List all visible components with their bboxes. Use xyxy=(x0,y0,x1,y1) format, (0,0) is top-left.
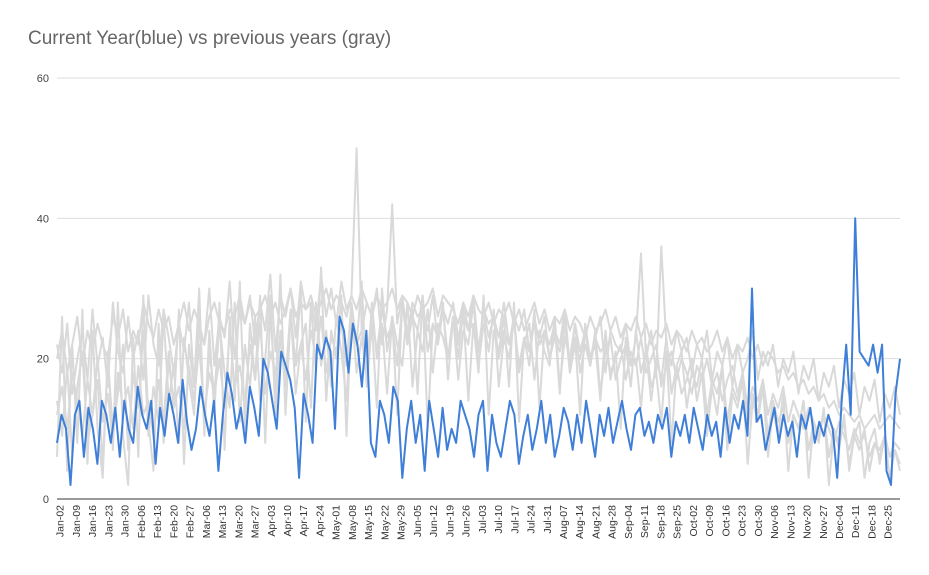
x-tick-label: Jul-17 xyxy=(509,505,521,534)
x-tick-label: Aug-07 xyxy=(558,505,570,539)
x-tick-label: Nov-27 xyxy=(818,505,830,539)
x-tick-label: Dec-11 xyxy=(850,505,862,538)
previous-year-line-3 xyxy=(56,266,901,486)
x-tick-label: Jan-02 xyxy=(55,505,67,537)
x-tick-label: Oct-30 xyxy=(753,505,765,537)
x-tick-label: Nov-20 xyxy=(801,505,813,539)
x-tick-label: Jan-23 xyxy=(103,505,115,537)
x-tick-label: Apr-03 xyxy=(266,505,278,537)
x-tick-label: Aug-21 xyxy=(590,505,602,539)
x-tick-label: Oct-02 xyxy=(688,505,700,537)
x-tick-label: Feb-13 xyxy=(152,505,164,538)
x-tick-label: Mar-13 xyxy=(217,505,229,538)
x-tick-label: Feb-06 xyxy=(136,505,148,538)
x-tick-label: Jan-16 xyxy=(87,505,99,537)
x-tick-label: Aug-14 xyxy=(574,505,586,539)
x-tick-label: Aug-28 xyxy=(607,505,619,539)
x-tick-label: Jul-31 xyxy=(542,505,554,534)
x-tick-label: Dec-04 xyxy=(834,505,846,539)
x-tick-label: Mar-27 xyxy=(249,505,261,538)
x-tick-label: Oct-09 xyxy=(704,505,716,537)
previous-year-line-5 xyxy=(56,147,901,423)
y-tick-label: 40 xyxy=(37,213,49,225)
x-tick-label: May-08 xyxy=(347,505,359,540)
x-tick-label: Mar-20 xyxy=(233,505,245,538)
current-year-line xyxy=(56,217,901,486)
x-tick-label: Apr-24 xyxy=(314,505,326,537)
y-tick-label: 20 xyxy=(37,354,49,366)
x-tick-label: Jun-26 xyxy=(461,505,473,537)
x-tick-label: Jan-09 xyxy=(71,505,83,537)
x-tick-label: May-22 xyxy=(379,505,391,540)
chart-title: Current Year(blue) vs previous years (gr… xyxy=(28,28,392,49)
x-tick-label: Jun-12 xyxy=(428,505,440,537)
x-tick-label: Sep-18 xyxy=(655,505,667,539)
x-tick-label: Dec-18 xyxy=(866,505,878,539)
x-tick-label: May-15 xyxy=(363,505,375,540)
x-tick-label: Oct-16 xyxy=(720,505,732,537)
x-tick-label: Jul-10 xyxy=(493,505,505,534)
x-tick-label: Sep-25 xyxy=(672,505,684,539)
x-tick-label: Feb-27 xyxy=(185,505,197,538)
y-tick-label: 0 xyxy=(43,494,49,506)
y-tick-label: 60 xyxy=(37,73,49,85)
x-tick-label: Jan-30 xyxy=(120,505,132,537)
x-tick-label: Sep-04 xyxy=(623,505,635,539)
x-tick-label: Oct-23 xyxy=(737,505,749,537)
x-tick-label: Jun-19 xyxy=(444,505,456,537)
x-tick-label: Jun-05 xyxy=(412,505,424,537)
x-tick-label: Mar-06 xyxy=(201,505,213,538)
x-tick-label: Nov-13 xyxy=(785,505,797,539)
x-tick-label: May-01 xyxy=(331,505,343,540)
x-tick-label: Apr-17 xyxy=(298,505,310,537)
x-tick-label: Dec-25 xyxy=(883,505,895,539)
x-tick-label: Jul-03 xyxy=(477,505,489,534)
x-tick-label: Jul-24 xyxy=(525,505,537,534)
x-tick-label: May-29 xyxy=(396,505,408,540)
x-tick-label: Feb-20 xyxy=(168,505,180,538)
x-tick-label: Apr-10 xyxy=(282,505,294,537)
x-tick-label: Nov-06 xyxy=(769,505,781,539)
x-tick-label: Sep-11 xyxy=(639,505,651,538)
